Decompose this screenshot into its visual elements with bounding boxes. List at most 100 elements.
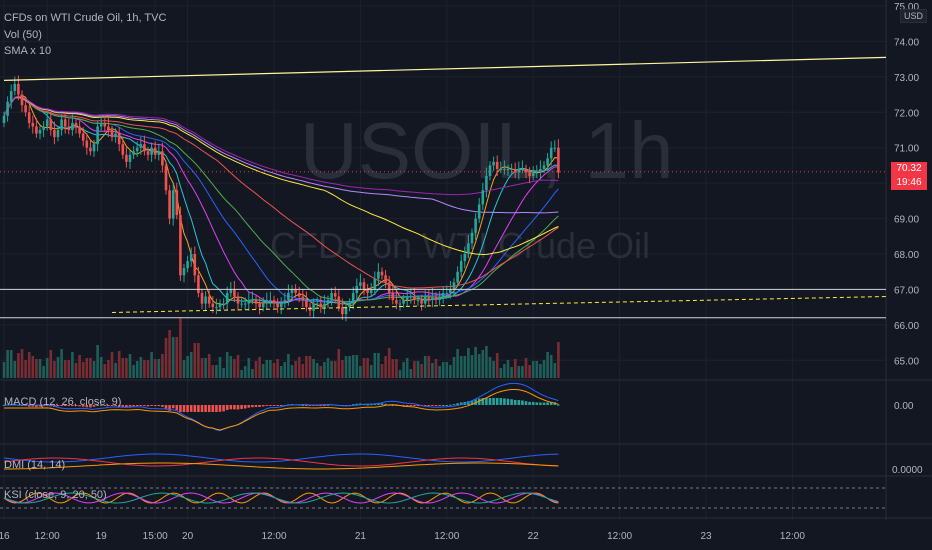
candle-body xyxy=(2,115,6,123)
macd-hist-bar xyxy=(146,405,150,407)
volume-bar xyxy=(481,350,485,378)
candle-body xyxy=(179,215,182,276)
candle-body xyxy=(312,303,315,311)
volume-bar xyxy=(416,361,420,378)
time-tick: 23 xyxy=(700,531,712,542)
symbol-title[interactable]: CFDs on WTI Crude Oil, 1h, TVC xyxy=(4,12,167,24)
candle-body xyxy=(153,147,157,155)
macd-hist-bar xyxy=(71,405,74,406)
macd-legend[interactable]: MACD (12, 26, close, 9) xyxy=(4,396,122,408)
volume-bar xyxy=(341,360,344,378)
macd-hist-bar xyxy=(218,405,222,412)
candle-body xyxy=(96,126,99,145)
candle-body xyxy=(431,296,434,301)
macd-hist-bar xyxy=(157,405,161,406)
candle-body xyxy=(186,261,189,269)
candle-body xyxy=(143,144,146,152)
currency-label[interactable]: USD xyxy=(900,9,928,23)
sma-legend[interactable]: SMA x 10 xyxy=(4,45,52,57)
volume-bar xyxy=(420,364,423,378)
candle-body xyxy=(125,154,128,162)
candle-body xyxy=(546,158,549,166)
macd-hist-bar xyxy=(517,400,521,405)
candle-body xyxy=(344,307,348,315)
volume-bars xyxy=(2,318,560,378)
dmi-pane xyxy=(3,453,559,470)
volume-bar xyxy=(99,357,103,378)
macd-hist-bar xyxy=(438,405,441,406)
volume-bar xyxy=(355,355,359,378)
macd-hist-bar xyxy=(380,403,384,405)
macd-hist-bar xyxy=(99,404,103,406)
candle-body xyxy=(287,292,290,301)
macd-hist-bar xyxy=(251,405,254,408)
candle-body xyxy=(63,119,67,127)
volume-bar xyxy=(459,356,463,378)
volume-bar xyxy=(513,359,517,378)
candle-body xyxy=(423,296,427,304)
macd-hist-bar xyxy=(107,405,110,406)
volume-bar xyxy=(398,370,402,378)
sma-line xyxy=(3,95,559,196)
candle-body xyxy=(182,268,186,276)
time-tick: 12:00 xyxy=(780,531,805,542)
candle-body xyxy=(92,144,96,152)
volume-bar xyxy=(117,351,121,378)
candle-body xyxy=(362,282,366,290)
volume-bar xyxy=(261,364,265,378)
volume-bar xyxy=(456,349,459,378)
candle-body xyxy=(240,303,243,305)
candle-body xyxy=(236,296,240,304)
candle-body xyxy=(121,144,125,155)
candle-body xyxy=(20,94,24,106)
candle-body xyxy=(333,292,337,297)
ksi-pane xyxy=(0,487,886,509)
candle-body xyxy=(377,271,380,279)
candle-body xyxy=(74,122,78,127)
dmi-legend[interactable]: DMI (14, 14) xyxy=(4,459,66,471)
candle-body xyxy=(24,105,27,113)
macd-hist-bar xyxy=(326,404,330,406)
time-axis-bg xyxy=(0,520,932,550)
volume-bar xyxy=(182,360,186,378)
time-tick: 19 xyxy=(96,531,108,542)
volume-bar xyxy=(81,362,85,378)
candle-body xyxy=(510,168,513,170)
macd-hist-bar xyxy=(81,405,85,407)
macd-hist-bar xyxy=(405,405,409,406)
candle-body xyxy=(427,296,431,301)
ksi-line xyxy=(3,492,559,504)
volume-bar xyxy=(53,361,56,378)
candle-body xyxy=(229,289,233,293)
candle-body xyxy=(42,126,45,130)
candle-body xyxy=(348,303,351,308)
candle-body xyxy=(456,271,459,283)
volume-bar xyxy=(143,360,146,378)
volume-bar xyxy=(377,353,380,378)
candle-body xyxy=(89,147,92,152)
macd-hist-bar xyxy=(31,405,35,407)
vol-legend[interactable]: Vol (50) xyxy=(4,29,42,41)
candle-body xyxy=(200,292,204,304)
macd-hist-bar xyxy=(240,405,243,409)
macd-hist-bar xyxy=(204,405,207,412)
volume-bar xyxy=(470,355,474,378)
candle-body xyxy=(463,254,467,262)
volume-bar xyxy=(189,352,193,378)
candle-body xyxy=(197,275,200,293)
macd-hist-bar xyxy=(200,405,204,412)
macd-hist-bar xyxy=(351,404,355,406)
time-tick: 21 xyxy=(355,531,367,542)
ksi-legend[interactable]: KSI (close, 9, 20, 50) xyxy=(4,489,107,501)
candle-body xyxy=(395,300,398,304)
macd-hist-bar xyxy=(445,404,449,406)
volume-bar xyxy=(305,356,308,378)
volume-bar xyxy=(56,357,60,378)
candle-body xyxy=(542,165,546,169)
macd-hist-bar xyxy=(449,404,452,406)
time-tick: 12:00 xyxy=(261,531,286,542)
candle-body xyxy=(449,289,452,293)
volume-bar xyxy=(423,356,427,378)
macd-hist-bar xyxy=(197,405,200,412)
